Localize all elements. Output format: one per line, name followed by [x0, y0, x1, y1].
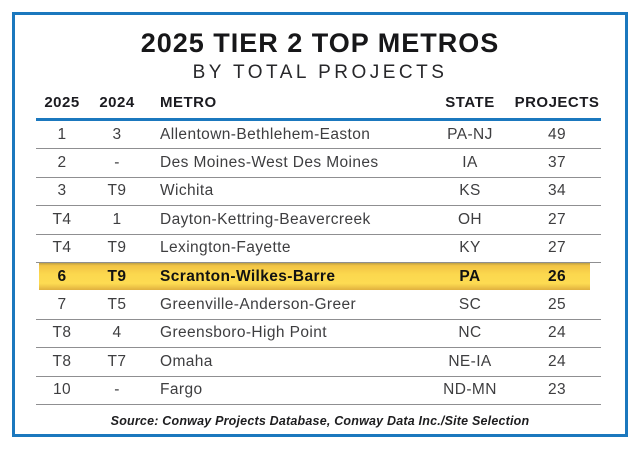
infographic-frame: 2025 TIER 2 TOP METROS BY TOTAL PROJECTS… [12, 12, 628, 437]
table-row: 10 - Fargo ND-MN 23 [36, 377, 601, 405]
table-row: T4 T9 Lexington-Fayette KY 27 [36, 235, 601, 263]
projects-cell: 23 [547, 381, 567, 399]
metro-cell: Allentown-Bethlehem-Easton [160, 125, 371, 143]
state-cell: KS [459, 182, 481, 200]
rank-2025-cell: T8 [52, 324, 72, 342]
page-title: 2025 TIER 2 TOP METROS [140, 28, 500, 58]
projects-cell: 27 [547, 210, 567, 228]
metro-cell: Greenville-Anderson-Greer [160, 296, 357, 314]
state-cell: NC [458, 324, 482, 342]
rank-2025-cell: 7 [57, 296, 67, 314]
rank-2025-cell: 1 [57, 125, 67, 143]
projects-cell: 26 [547, 267, 567, 285]
metro-cell: Des Moines-West Des Moines [160, 154, 379, 172]
rank-2025-cell: 2 [57, 154, 67, 172]
table-row: 3 T9 Wichita KS 34 [36, 178, 601, 207]
state-cell: PA-NJ [447, 125, 493, 143]
rank-2024-cell: T9 [107, 267, 127, 285]
table-row: T4 1 Dayton-Kettring-Beavercreek OH 27 [36, 206, 601, 235]
state-cell: IA [462, 154, 478, 172]
table-header-row: 2025 2024 METRO STATE PROJECTS [36, 94, 601, 121]
state-cell: ND-MN [443, 381, 497, 399]
metro-cell: Wichita [160, 182, 214, 200]
projects-cell: 49 [547, 125, 567, 143]
table-row: T8 T7 Omaha NE-IA 24 [36, 348, 601, 377]
projects-cell: 25 [547, 296, 567, 314]
projects-cell: 34 [547, 182, 567, 200]
metro-cell: Scranton-Wilkes-Barre [160, 267, 336, 285]
column-header-metro: METRO [160, 94, 217, 111]
rank-2025-cell: 6 [57, 267, 67, 285]
metro-cell: Greensboro-High Point [160, 324, 327, 342]
table-row: T8 4 Greensboro-High Point NC 24 [36, 320, 601, 349]
rank-2024-cell: 4 [112, 324, 122, 342]
metro-cell: Dayton-Kettring-Beavercreek [160, 210, 371, 228]
rank-2024-cell: T9 [107, 239, 127, 257]
state-cell: OH [457, 210, 483, 228]
rank-2024-cell: 3 [112, 125, 122, 143]
rank-2024-cell: T9 [107, 182, 127, 200]
state-cell: SC [458, 296, 482, 314]
rank-2024-cell: - [114, 381, 120, 399]
table-row: 1 3 Allentown-Bethlehem-Easton PA-NJ 49 [36, 121, 601, 150]
metro-cell: Lexington-Fayette [160, 239, 291, 257]
rank-2025-cell: T4 [52, 210, 72, 228]
column-header-2024: 2024 [99, 94, 135, 111]
projects-cell: 24 [547, 352, 567, 370]
projects-cell: 37 [547, 154, 567, 172]
metro-cell: Fargo [160, 381, 203, 399]
state-cell: KY [459, 239, 481, 257]
table-row-highlighted: 6 T9 Scranton-Wilkes-Barre PA 26 [36, 262, 601, 292]
source-credit: Source: Conway Projects Database, Conway… [110, 413, 530, 428]
table-row: 7 T5 Greenville-Anderson-Greer SC 25 [36, 291, 601, 320]
column-header-state: STATE [445, 94, 495, 111]
rank-2025-cell: 3 [57, 182, 67, 200]
rank-2024-cell: 1 [112, 210, 122, 228]
rank-2025-cell: T4 [52, 239, 72, 257]
table-body: 1 3 Allentown-Bethlehem-Easton PA-NJ 49 … [36, 121, 601, 405]
page-subtitle: BY TOTAL PROJECTS [192, 62, 448, 83]
table-row: 2 - Des Moines-West Des Moines IA 37 [36, 149, 601, 178]
state-cell: NE-IA [448, 352, 492, 370]
metros-table: 2025 2024 METRO STATE PROJECTS 1 3 Allen… [36, 94, 601, 405]
rank-2025-cell: 10 [52, 381, 72, 399]
projects-cell: 27 [547, 239, 567, 257]
projects-cell: 24 [547, 324, 567, 342]
column-header-projects: PROJECTS [514, 94, 600, 111]
rank-2025-cell: T8 [52, 352, 72, 370]
rank-2024-cell: T5 [107, 296, 127, 314]
rank-2024-cell: - [114, 154, 120, 172]
column-header-2025: 2025 [44, 94, 80, 111]
rank-2024-cell: T7 [107, 352, 127, 370]
metro-cell: Omaha [160, 352, 213, 370]
state-cell: PA [459, 267, 481, 285]
